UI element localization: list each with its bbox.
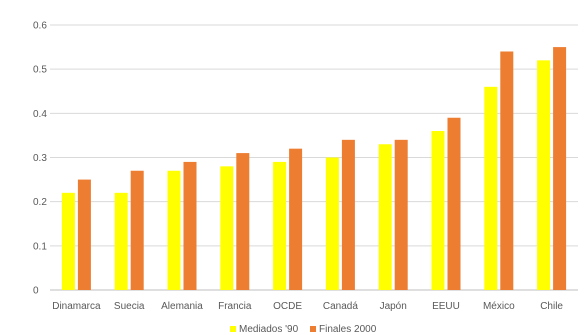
bar-chile-series-1 (537, 60, 551, 291)
y-tick-label: 0.6 (33, 21, 47, 32)
bars (61, 47, 567, 291)
legend-label-series-2: Finales 2000 (319, 324, 377, 335)
y-tick-label: 0.4 (33, 109, 47, 120)
bar-chile-series-2 (553, 47, 567, 291)
gridlines (50, 24, 578, 291)
bar-eeuu-series-2 (447, 117, 461, 290)
y-tick-label: 0.2 (33, 197, 47, 208)
bar-suecia-series-1 (114, 192, 128, 290)
x-tick-label: Suecia (114, 301, 145, 312)
x-tick-label: Dinamarca (52, 301, 101, 312)
bar-francia-series-2 (236, 153, 250, 290)
y-axis-ticks: 0 0.1 0.2 0.3 0.4 0.5 0.6 (33, 21, 47, 297)
x-tick-label: Alemania (161, 301, 203, 312)
x-tick-label: OCDE (273, 301, 302, 312)
x-tick-label: México (483, 301, 515, 312)
bar-jap-n-series-1 (378, 144, 392, 290)
x-tick-label: Chile (540, 301, 563, 312)
x-axis-ticks: Dinamarca Suecia Alemania Francia OCDE Canadá… (52, 301, 563, 312)
x-tick-label: Japón (380, 301, 407, 312)
bar-dinamarca-series-2 (77, 179, 91, 290)
x-tick-label: Francia (218, 301, 252, 312)
bar-francia-series-1 (220, 166, 234, 290)
y-tick-label: 0.3 (33, 153, 47, 164)
bar-canad--series-1 (325, 157, 339, 290)
bar-canad--series-2 (341, 139, 355, 290)
bar-m-xico-series-1 (484, 86, 498, 290)
legend-swatch-series-2 (310, 326, 316, 332)
legend-label-series-1: Mediados '90 (239, 324, 299, 335)
bar-ocde-series-2 (289, 148, 303, 290)
bar-ocde-series-1 (273, 161, 287, 290)
bar-m-xico-series-2 (500, 51, 514, 290)
bar-eeuu-series-1 (431, 131, 445, 290)
y-tick-label: 0 (33, 286, 39, 297)
legend-swatch-series-1 (230, 326, 236, 332)
y-tick-label: 0.1 (33, 241, 47, 252)
x-tick-label: Canadá (323, 301, 358, 312)
bar-alemania-series-1 (167, 170, 181, 290)
y-tick-label: 0.5 (33, 65, 47, 76)
legend: Mediados '90 Finales 2000 (230, 324, 377, 335)
bar-suecia-series-2 (130, 170, 144, 290)
bar-alemania-series-2 (183, 161, 197, 290)
bar-dinamarca-series-1 (61, 192, 75, 290)
bar-jap-n-series-2 (394, 139, 408, 290)
x-tick-label: EEUU (432, 301, 460, 312)
